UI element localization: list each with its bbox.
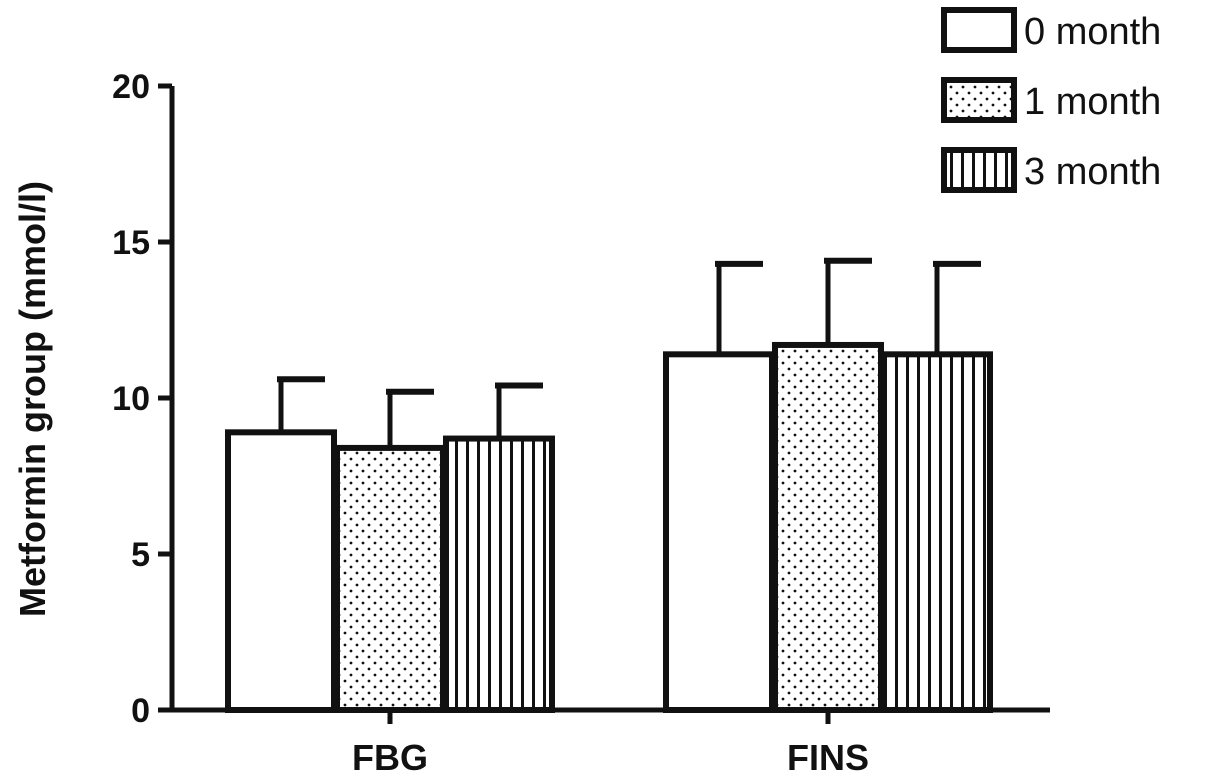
bar-fbg-0-month [225,429,337,713]
y-tick-label: 20 [112,68,150,106]
y-ticks: 0 5 10 15 20 [112,68,172,730]
bars [225,257,993,713]
y-axis-label: Metformin group (mmol/l) [12,181,53,617]
legend-label: 0 month [1024,11,1161,53]
y-tick-label: 15 [112,224,150,262]
legend-swatch [941,77,1017,123]
x-ticks: FBG FINS [352,710,869,778]
legend-label: 3 month [1024,151,1161,193]
legend-label: 1 month [1024,81,1161,123]
bar-fins-1-month [772,341,884,713]
legend-swatch [941,7,1017,53]
x-tick-label: FINS [787,737,869,778]
x-tick-label: FBG [352,737,428,778]
bar-fins-0-month [663,351,775,713]
x-axis: FBG FINS [170,707,1050,778]
y-tick-label: 0 [131,692,150,730]
bar-fins-3-month [881,351,993,713]
legend-swatch [941,147,1017,193]
y-tick-label: 5 [131,536,150,574]
y-tick-label: 10 [112,380,150,418]
y-axis: 0 5 10 15 20 [112,68,175,730]
legend: 0 month 1 month 3 month [941,7,1161,193]
bar-fbg-3-month [443,435,555,713]
bar-fbg-1-month [334,444,446,713]
